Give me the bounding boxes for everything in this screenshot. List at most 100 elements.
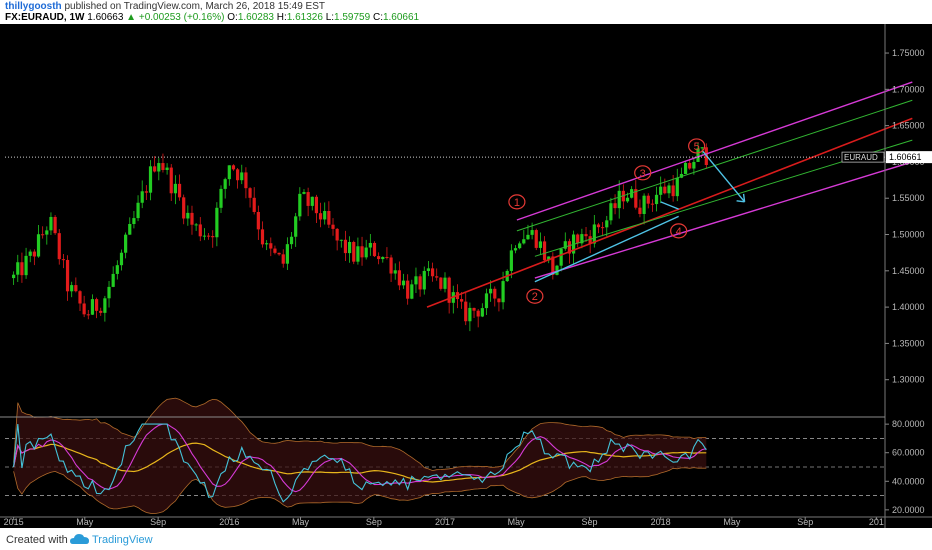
- rsi-tick-label: 60.0000: [892, 448, 925, 458]
- time-tick-label: 2015: [4, 517, 24, 527]
- candle-body: [551, 256, 555, 275]
- candle-body: [124, 234, 128, 253]
- candle-body: [74, 285, 78, 292]
- candle-body: [285, 244, 289, 264]
- candle-body: [497, 298, 501, 303]
- rsi-band-middle: [13, 442, 707, 483]
- candle-body: [240, 172, 244, 181]
- candle-body: [318, 213, 323, 220]
- candle-body: [186, 212, 190, 219]
- candle-body: [182, 197, 186, 219]
- rsi-line: [13, 423, 707, 503]
- close-label: C:: [372, 12, 383, 23]
- candle-body: [576, 234, 580, 244]
- rsi-panel: 80.0000 60.0000 40.0000 20.0000: [5, 397, 925, 515]
- candle-body: [78, 291, 82, 304]
- candle-body: [464, 301, 468, 322]
- candle-body: [190, 212, 194, 225]
- candle-body: [459, 299, 464, 302]
- candle-body: [667, 185, 671, 194]
- candle-body: [418, 276, 422, 290]
- candle-body: [435, 276, 439, 278]
- candle-body: [86, 314, 90, 316]
- candle-body: [132, 218, 136, 224]
- candle-body: [522, 239, 526, 244]
- pitchfork-median-line: [426, 117, 913, 308]
- candle-body: [244, 172, 248, 189]
- candle-body: [70, 285, 74, 292]
- candle-body: [136, 202, 140, 219]
- candle-body: [215, 207, 219, 238]
- candle-body: [526, 234, 530, 240]
- candle-body: [596, 224, 601, 228]
- symbol-label[interactable]: FX:EURAUD, 1W: [5, 12, 85, 23]
- candle-body: [248, 188, 252, 198]
- wave-label-circle: [634, 165, 652, 181]
- rsi-tick-label: 20.0000: [892, 505, 925, 515]
- candle-body: [53, 216, 57, 234]
- author-link[interactable]: thillygoosth: [5, 1, 62, 12]
- candle-body: [381, 256, 385, 260]
- created-with-text: Created with: [6, 534, 68, 546]
- candle-body: [227, 165, 231, 180]
- candle-body: [103, 298, 107, 313]
- price-chart[interactable]: 1 2 3 4 5 80.0000 60.0000 40.0000 20.0000 1.750…: [0, 24, 932, 528]
- candle-body: [534, 230, 538, 248]
- candle-body: [256, 211, 260, 230]
- footer: Created with TradingView: [0, 528, 932, 550]
- rsi-tick-label: 80.0000: [892, 419, 925, 429]
- candle-body: [401, 280, 406, 286]
- candle-body: [339, 239, 343, 241]
- price-tick-label: 1.65000: [892, 121, 925, 131]
- rsi-band-upper: [13, 397, 707, 472]
- time-tick-label: 2017: [435, 517, 455, 527]
- wave-label-text: 5: [694, 141, 700, 153]
- candle-body: [49, 216, 53, 231]
- wave-label-circle: [508, 194, 526, 210]
- candle-body: [24, 255, 28, 276]
- candle-body: [223, 179, 227, 189]
- candle-body: [211, 236, 215, 238]
- candle-body: [161, 163, 165, 170]
- candle-body: [406, 280, 410, 299]
- candle-body: [252, 197, 256, 212]
- candle-body: [99, 310, 103, 313]
- candle-body: [609, 203, 613, 221]
- candle-body: [348, 242, 352, 254]
- candle-body: [294, 216, 298, 237]
- candle-body: [489, 288, 493, 294]
- wave-label-circle: [688, 138, 706, 154]
- time-tick-label: May: [723, 517, 741, 527]
- candle-body: [518, 243, 522, 249]
- candle-body: [368, 242, 372, 248]
- candle-body: [555, 265, 559, 275]
- candle-body: [567, 241, 572, 254]
- change-value: ▲ +0.00253 (+0.16%): [126, 12, 225, 23]
- candle-body: [439, 277, 443, 289]
- candle-body: [509, 250, 513, 271]
- open-value: 1.60283: [237, 12, 274, 23]
- time-tick-label: Sep: [150, 517, 166, 527]
- candle-body: [111, 273, 115, 287]
- candle-body: [144, 191, 148, 193]
- time-tick-label: May: [508, 517, 526, 527]
- ohlc-line: FX:EURAUD, 1W 1.60663 ▲ +0.00253 (+0.16%…: [5, 12, 419, 23]
- candle-body: [501, 281, 505, 303]
- candle-body: [173, 183, 177, 194]
- wave-label-text: 4: [676, 226, 682, 238]
- candle-body: [530, 230, 534, 235]
- price-tick-label: 1.30000: [892, 375, 925, 385]
- tradingview-link[interactable]: TradingView: [92, 534, 153, 546]
- candle-body: [538, 241, 542, 248]
- price-tick-label: 1.45000: [892, 266, 925, 276]
- axes: 1.750001.700001.650001.600001.550001.500…: [0, 24, 932, 528]
- candle-body: [277, 252, 281, 255]
- candle-body: [310, 196, 314, 206]
- candle-body: [82, 303, 86, 315]
- candle-body: [592, 224, 596, 244]
- time-tick-label: 201: [869, 517, 884, 527]
- candle-body: [57, 233, 61, 260]
- candle-body: [327, 210, 331, 225]
- drawings: 1 2 3 4 5: [426, 81, 913, 308]
- candle-body: [61, 259, 66, 261]
